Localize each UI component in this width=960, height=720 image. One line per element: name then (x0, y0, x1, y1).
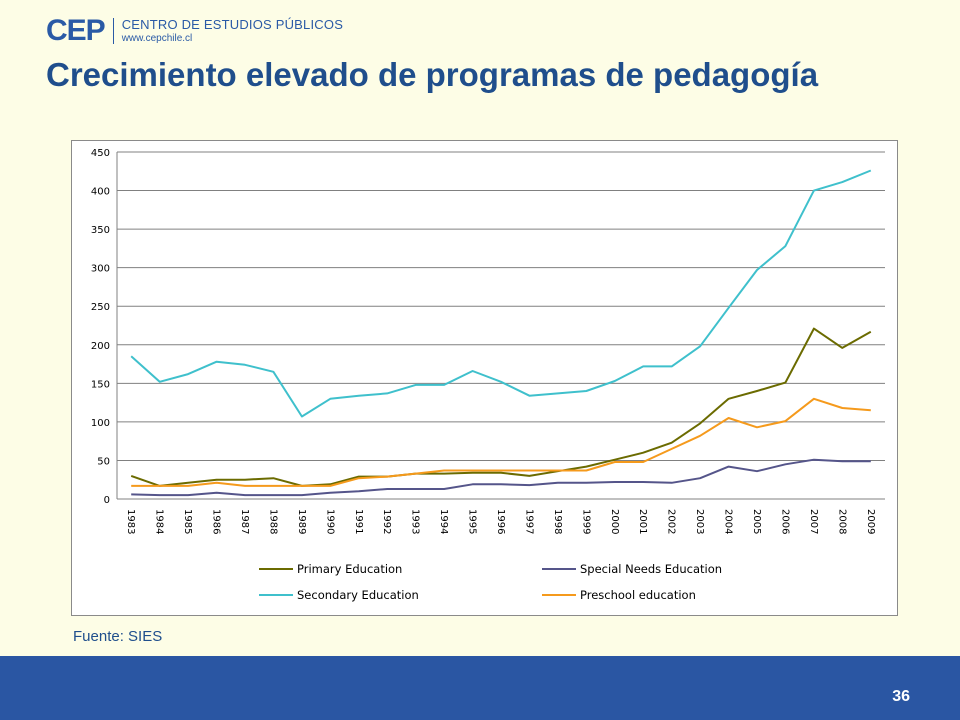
x-tick-label: 1989 (296, 509, 307, 534)
y-tick-label: 200 (91, 341, 110, 352)
y-tick-label: 100 (91, 418, 110, 429)
x-tick-label: 2007 (808, 509, 819, 534)
x-tick-label: 1995 (467, 509, 478, 534)
y-tick-label: 450 (91, 148, 110, 159)
y-tick-label: 0 (104, 495, 110, 506)
footer-bar (0, 656, 960, 720)
source-note: Fuente: SIES (73, 628, 163, 645)
y-tick-label: 50 (97, 456, 110, 467)
x-tick-label: 1990 (324, 509, 335, 534)
line-chart: 0 50 100 150 200 250 300 350 400 450 1983 1984 1985 1… (91, 148, 885, 602)
x-tick-label: 1986 (211, 509, 222, 534)
chart-frame: 0 50 100 150 200 250 300 350 400 450 1983 1984 1985 1… (71, 140, 898, 616)
page-number: 36 (892, 688, 910, 705)
x-tick-label: 1994 (438, 509, 449, 534)
x-tick-label: 1991 (353, 509, 364, 534)
x-tick-label: 1984 (154, 509, 165, 534)
x-tick-label: 2009 (865, 509, 876, 534)
series-line (131, 458, 871, 497)
x-tick-label: 2006 (779, 509, 790, 534)
logo-mark: CEP (46, 14, 106, 47)
y-tick-label: 300 (91, 264, 110, 275)
x-tick-label: 1997 (523, 509, 534, 534)
x-tick-label: 1998 (552, 509, 563, 534)
x-tick-label: 2003 (694, 509, 705, 534)
x-tick-label: 2002 (666, 509, 677, 534)
legend-label: Secondary Education (297, 588, 419, 602)
x-tick-label: 1985 (182, 509, 193, 534)
y-tick-label: 400 (91, 187, 110, 198)
x-tick-label: 2001 (637, 509, 648, 534)
series-line (130, 327, 872, 487)
y-tick-label: 250 (91, 302, 110, 313)
x-tick-label: 1993 (410, 509, 421, 534)
x-tick-label: 2004 (723, 509, 734, 534)
legend-label: Preschool education (580, 588, 696, 602)
x-tick-label: 1988 (267, 509, 278, 534)
x-tick-label: 2005 (751, 509, 762, 534)
x-tick-label: 1996 (495, 509, 506, 534)
slide-title: Crecimiento elevado de programas de peda… (46, 56, 819, 93)
logo-text: CENTRO DE ESTUDIOS PÚBLICOS www.cepchile… (122, 17, 343, 45)
x-tick-label: 1983 (125, 509, 136, 534)
legend-label: Special Needs Education (580, 562, 722, 576)
x-tick-label: 2008 (836, 509, 847, 534)
y-tick-label: 150 (91, 379, 110, 390)
x-tick-label: 1992 (381, 509, 392, 534)
y-tick-label: 350 (91, 225, 110, 236)
series-line (130, 169, 872, 418)
logo-url: www.cepchile.cl (121, 33, 193, 44)
x-tick-label: 1999 (580, 509, 591, 534)
x-tick-label: 1987 (239, 509, 250, 534)
logo-name: CENTRO DE ESTUDIOS PÚBLICOS (121, 17, 344, 32)
logo-divider (112, 18, 114, 44)
cep-logo: CEP CENTRO DE ESTUDIOS PÚBLICOS www.cepc… (46, 14, 343, 48)
series-line (131, 397, 871, 487)
x-tick-label: 2000 (609, 509, 620, 534)
legend-label: Primary Education (297, 562, 402, 576)
